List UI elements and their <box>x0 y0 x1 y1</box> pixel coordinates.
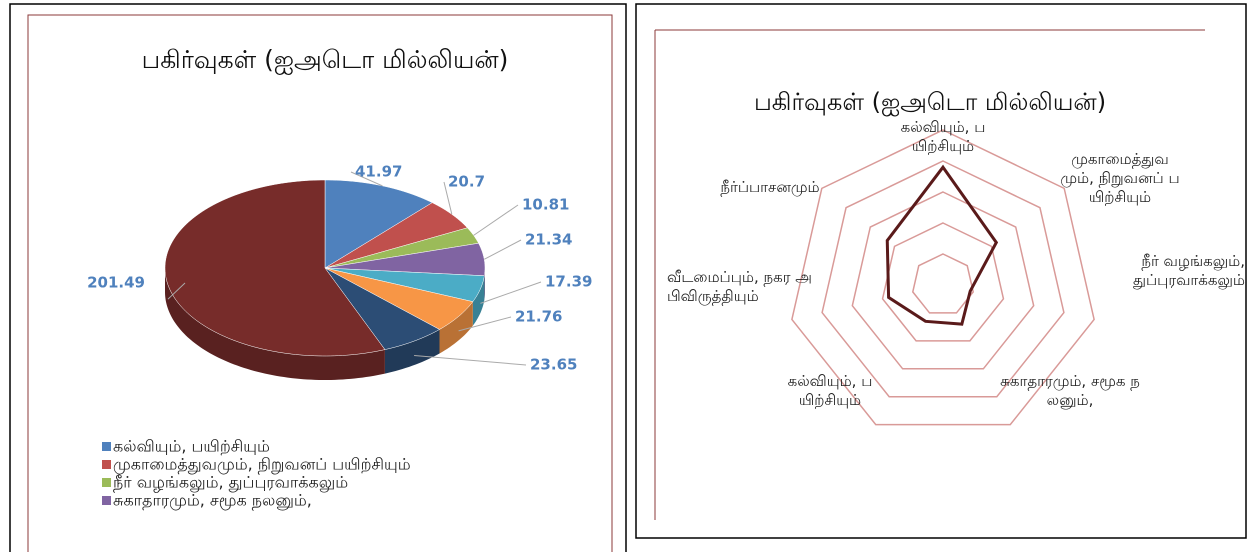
axis-label: முகாமைத்துவமும், நிறுவனப் பயிற்சியும் <box>1060 150 1180 206</box>
grid-ring <box>791 129 1095 426</box>
left-frame <box>9 3 627 552</box>
leader-line <box>350 171 383 187</box>
data-label: 10.81 <box>522 196 569 214</box>
axis-label: வீடமைப்பும், நகர அபிவிருத்தியும் <box>667 268 812 305</box>
data-label: 21.34 <box>525 231 572 249</box>
leader-line <box>480 281 542 304</box>
legend-swatch <box>102 478 111 487</box>
legend-label: கல்வியும், பயிற்சியும் <box>113 437 270 456</box>
pie-slice <box>164 179 386 357</box>
leader-line <box>414 354 527 366</box>
legend-label: சுகாதாரமும், சமூக நலனும், <box>113 491 312 511</box>
data-label: 20.7 <box>448 173 485 191</box>
pie-slice <box>324 202 468 269</box>
leader-line <box>473 204 519 236</box>
legend-swatch <box>102 442 111 451</box>
axis-label: கல்வியும், பயிற்சியும் <box>787 372 873 409</box>
right-frame <box>635 3 1247 539</box>
axis-label: நீர் வழங்கலும், துப்புரவாக்கலும் <box>1133 252 1245 289</box>
leader-line <box>458 316 512 332</box>
pie-slice <box>324 242 486 277</box>
leader-line <box>167 282 186 300</box>
data-label: 41.97 <box>355 163 402 181</box>
data-label: 201.49 <box>87 274 145 292</box>
data-label: 21.76 <box>515 308 562 326</box>
axis-label: கல்வியும், பயிற்சியும் <box>900 118 986 155</box>
axis-label: நீர்ப்பாசனமும் <box>720 178 820 196</box>
data-label: 17.39 <box>545 273 592 291</box>
radar-title: பகிர்வுகள் (ஐஅடொ மில்லியன்) <box>753 88 1107 116</box>
grid-ring <box>881 222 1005 342</box>
pie-side <box>472 275 485 326</box>
leader-line <box>443 181 453 215</box>
grid-ring <box>911 253 975 314</box>
legend-label: நீர் வழங்கலும், துப்புரவாக்கலும் <box>113 473 348 493</box>
legend-swatch <box>102 496 111 505</box>
pie-slice <box>324 267 474 330</box>
pie-side <box>439 301 473 354</box>
pie-slice <box>324 267 485 302</box>
legend-label: முகாமைத்துவமும், நிறுவனப் பயிற்சியும் <box>113 455 411 475</box>
pie-slice <box>324 227 479 269</box>
leader-line <box>483 239 522 260</box>
left-inner-frame <box>27 14 613 552</box>
pie-title: பகிர்வுகள் (ஐஅடொ மில்லியன்) <box>141 45 509 74</box>
grid-ring <box>851 191 1035 370</box>
axis-label: சுகாதாரமும், சமூக நலனும், <box>1000 372 1140 409</box>
grid-ring <box>821 160 1065 398</box>
radar-line <box>885 164 999 326</box>
pie-slice <box>324 267 441 350</box>
data-label: 23.65 <box>530 356 577 374</box>
legend-swatch <box>102 460 111 469</box>
pie-side <box>384 329 440 374</box>
pie-side <box>165 268 385 380</box>
